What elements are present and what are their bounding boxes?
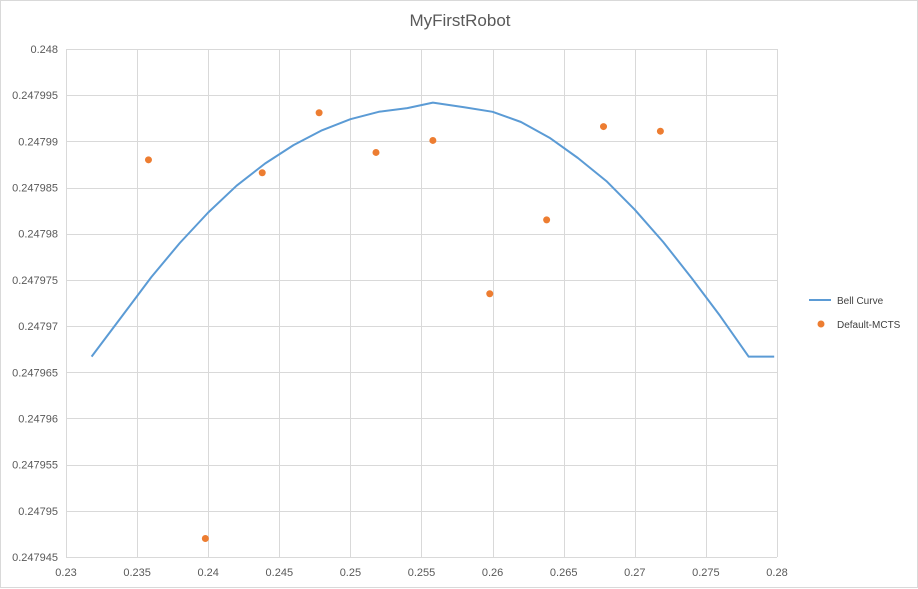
gridlines [66,49,778,558]
x-tick-label: 0.24 [197,567,218,579]
y-tick-label: 0.247995 [12,90,58,102]
x-tick-label: 0.26 [482,567,503,579]
y-tick-label: 0.24795 [18,506,58,518]
data-point [486,290,494,298]
legend-marker-swatch [817,320,825,328]
y-tick-label: 0.24797 [18,321,58,333]
legend-label: Bell Curve [837,296,884,307]
data-point [315,109,323,117]
y-tick-label: 0.247955 [12,460,58,472]
data-point [258,169,266,177]
bell-curve-line [90,101,775,358]
y-tick-label: 0.247975 [12,275,58,287]
chart-title: MyFirstRobot [409,11,511,30]
data-point [201,535,209,543]
x-tick-label: 0.265 [550,567,578,579]
x-tick-label: 0.28 [766,567,787,579]
y-tick-label: 0.247945 [12,552,58,564]
series-layer [90,101,775,543]
x-tick-label: 0.235 [123,567,151,579]
x-tick-label: 0.23 [55,567,76,579]
x-tick-label: 0.255 [408,567,436,579]
axis-labels: 0.23 0.235 0.24 0.245 0.25 0.255 0.26 0.265 0.27… [12,44,788,579]
data-point [600,123,608,131]
data-point [656,127,664,135]
data-point [144,156,152,164]
y-tick-label: 0.24796 [18,413,58,425]
y-tick-label: 0.24798 [18,229,58,241]
data-point [429,136,437,144]
x-tick-label: 0.27 [624,567,645,579]
y-tick-label: 0.24799 [18,136,58,148]
y-tick-label: 0.248 [30,44,58,56]
x-tick-label: 0.25 [340,567,361,579]
y-tick-label: 0.247985 [12,183,58,195]
legend: Bell Curve Default-MCTS [809,296,901,331]
data-point [543,216,551,224]
x-tick-label: 0.245 [266,567,294,579]
x-tick-label: 0.275 [692,567,720,579]
y-tick-label: 0.247965 [12,367,58,379]
legend-label: Default-MCTS [837,320,901,331]
data-point [372,148,380,156]
